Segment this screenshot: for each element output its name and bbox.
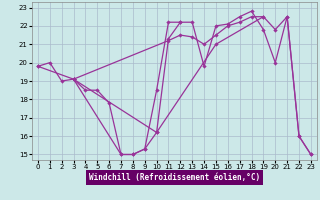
X-axis label: Windchill (Refroidissement éolien,°C): Windchill (Refroidissement éolien,°C) bbox=[89, 173, 260, 182]
